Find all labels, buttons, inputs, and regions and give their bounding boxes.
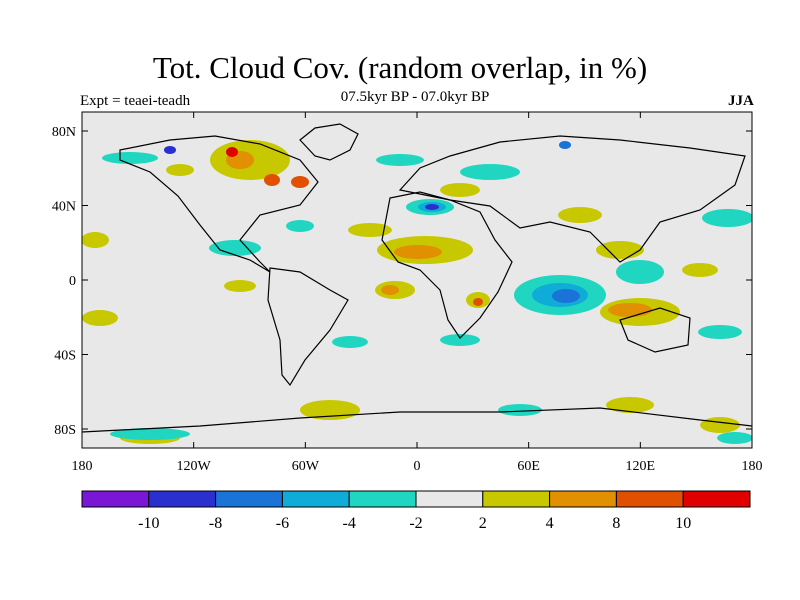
anomaly-patch [608, 303, 652, 317]
colorbar-label: 8 [612, 515, 620, 532]
lat-tick-label: 0 [69, 274, 76, 289]
anomaly-patch [164, 146, 176, 154]
lon-tick-label: 120W [177, 459, 212, 474]
lat-tick-label: 40N [52, 200, 76, 215]
lon-tick-label: 180 [742, 459, 763, 474]
anomaly-patch [166, 164, 194, 176]
positive-anomalies [82, 140, 740, 444]
anomaly-patch [616, 260, 664, 284]
lon-tick-label: 120E [626, 459, 656, 474]
anomaly-patch [394, 245, 442, 259]
anomaly-patch [348, 223, 392, 237]
colorbar-label: -2 [409, 515, 422, 532]
anomaly-patch [559, 141, 571, 149]
colorbar-swatch [615, 490, 684, 508]
anomaly-patch [700, 417, 740, 433]
anomaly-patch [286, 220, 314, 232]
colorbar-swatch [81, 490, 150, 508]
anomaly-patch [440, 183, 480, 197]
colorbar: -10 -8 -6 -4 -2 2 4 8 10 [81, 490, 751, 532]
anomaly-patch [224, 280, 256, 292]
anomaly-patch [226, 147, 238, 157]
greenland-coast [299, 123, 359, 161]
anomaly-patch [209, 240, 261, 256]
anomaly-patch [291, 176, 309, 188]
anomaly-patch [698, 325, 742, 339]
colorbar-swatch [549, 490, 617, 508]
lon-tick-label: 60W [292, 459, 320, 474]
anomaly-patch [473, 298, 483, 306]
coastlines [82, 123, 752, 433]
anomaly-patch [440, 334, 480, 346]
anomaly-field [82, 123, 752, 444]
anomaly-patch [606, 397, 654, 413]
australia-coast [619, 307, 691, 353]
anomaly-patch [82, 232, 109, 248]
anomaly-patch [498, 404, 542, 416]
africa-coast [381, 191, 513, 339]
colorbar-label: -4 [343, 515, 356, 532]
experiment-label: Expt = teaei-teadh [80, 93, 191, 109]
colorbar-label: -8 [209, 515, 222, 532]
anomaly-patch [110, 428, 190, 440]
negative-anomalies [102, 141, 752, 444]
colorbar-swatch [215, 490, 283, 508]
lat-tick-label: 80S [54, 423, 76, 438]
chart-title: Tot. Cloud Cov. (random overlap, in %) [152, 50, 648, 85]
anomaly-patch [332, 336, 368, 348]
lat-tick-label: 40S [54, 349, 76, 364]
colorbar-swatch [682, 490, 751, 508]
lon-tick-label: 0 [414, 459, 421, 474]
longitude-axis: 180 120W 60W 0 60E 120E 180 [72, 112, 763, 474]
colorbar-label: 10 [675, 515, 691, 532]
colorbar-swatch [148, 490, 217, 508]
anomaly-patch [376, 154, 424, 166]
colorbar-label: -6 [276, 515, 289, 532]
colorbar-swatch [482, 490, 551, 508]
latitude-axis: 80N 40N 0 40S 80S [52, 125, 752, 438]
south-america-coast [267, 267, 349, 387]
north-america-coast [119, 135, 319, 273]
colorbar-label: 4 [546, 515, 554, 532]
anomaly-patch [460, 164, 520, 180]
anomaly-patch [682, 263, 718, 277]
anomaly-patch [425, 204, 439, 210]
eurasia-coast [398, 135, 746, 263]
anomaly-patch [552, 289, 580, 303]
chart-subtitle: 07.5kyr BP - 07.0kyr BP [340, 89, 490, 105]
colorbar-label: -10 [138, 515, 159, 532]
lon-tick-label: 180 [72, 459, 93, 474]
colorbar-swatch [281, 490, 350, 508]
anomaly-patch [717, 432, 752, 444]
antarctica-coast [82, 407, 752, 433]
anomaly-patch [381, 285, 399, 295]
lat-tick-label: 80N [52, 125, 76, 140]
anomaly-patch [596, 241, 644, 259]
season-label: JJA [728, 93, 754, 109]
colorbar-swatch [348, 490, 417, 508]
lon-tick-label: 60E [517, 459, 540, 474]
colorbar-label: 2 [479, 515, 487, 532]
anomaly-patch [82, 310, 118, 326]
anomaly-patch [264, 174, 280, 186]
anomaly-patch [102, 152, 158, 164]
anomaly-patch [702, 209, 752, 227]
colorbar-swatch [415, 490, 484, 508]
anomaly-patch [558, 207, 602, 223]
